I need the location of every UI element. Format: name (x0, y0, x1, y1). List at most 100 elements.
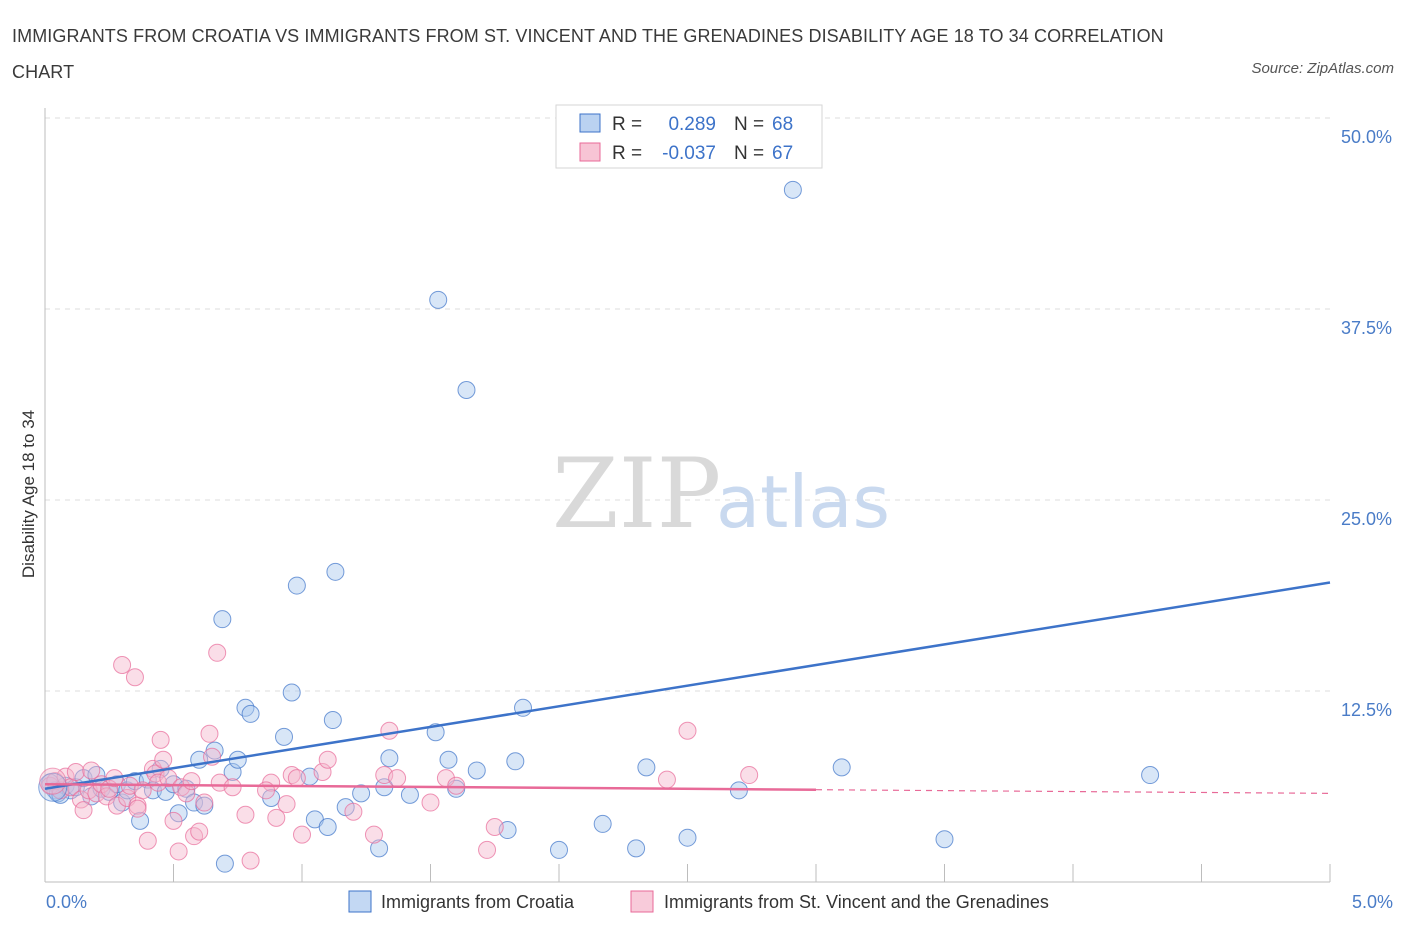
point-croatia (380, 749, 399, 768)
point-st-vincent (151, 730, 170, 749)
trend-lines (44, 581, 1331, 794)
correlation-legend: R = 0.289 N = 68 R = -0.037 N = 67 (555, 104, 823, 169)
point-croatia (323, 711, 342, 730)
series-legend: Immigrants from Croatia Immigrants from … (348, 890, 1049, 913)
point-st-vincent (478, 840, 497, 859)
point-st-vincent (421, 793, 440, 812)
legend-r-value: -0.037 (662, 143, 716, 164)
point-st-vincent (236, 805, 255, 824)
point-st-vincent (282, 766, 301, 785)
point-st-vincent (154, 750, 173, 769)
legend-entry-croatia: Immigrants from Croatia (381, 892, 575, 912)
point-st-vincent (190, 822, 209, 841)
point-croatia (439, 750, 458, 769)
tick-labels: 12.5% 25.0% 37.5% 50.0% 0.0% 5.0% (46, 127, 1393, 912)
point-st-vincent (447, 776, 466, 795)
legend-r-label: R = (612, 114, 642, 135)
y-tick-label: 12.5% (1341, 700, 1392, 720)
point-st-vincent (293, 825, 311, 844)
point-croatia (783, 180, 802, 199)
y-tick-label: 50.0% (1341, 127, 1392, 147)
point-st-vincent (172, 778, 191, 797)
point-st-vincent (277, 795, 296, 814)
watermark-atlas: atlas (716, 460, 890, 544)
point-st-vincent (208, 643, 227, 662)
legend-swatch-croatia (348, 890, 372, 913)
point-st-vincent (169, 842, 188, 861)
point-croatia (678, 828, 697, 847)
point-st-vincent (164, 811, 183, 830)
legend-swatch-st-vincent (579, 142, 601, 162)
point-st-vincent (364, 825, 383, 844)
point-st-vincent (241, 851, 260, 870)
point-st-vincent (149, 773, 168, 792)
point-st-vincent (200, 724, 219, 743)
trend-line-st-vincent (44, 782, 817, 791)
y-tick-label: 25.0% (1341, 509, 1392, 529)
point-croatia (400, 785, 419, 804)
point-croatia (935, 830, 954, 849)
point-st-vincent (74, 801, 93, 820)
point-croatia (637, 758, 656, 777)
point-st-vincent (287, 769, 306, 788)
point-croatia (241, 704, 260, 723)
point-st-vincent (182, 772, 201, 791)
legend-swatch-st-vincent (630, 890, 654, 913)
legend-r-label: R = (612, 143, 642, 164)
point-st-vincent (657, 770, 676, 789)
source-label: Source: ZipAtlas.com (1251, 60, 1394, 77)
point-croatia (236, 698, 255, 717)
x-tick-label: 0.0% (46, 892, 87, 912)
point-st-vincent (195, 793, 214, 812)
point-croatia (282, 683, 301, 702)
point-st-vincent (107, 796, 126, 815)
point-croatia (467, 761, 486, 780)
y-axis-label: Disability Age 18 to 34 (19, 410, 38, 578)
point-croatia (370, 839, 389, 858)
point-st-vincent (380, 721, 399, 740)
x-tick-label: 5.0% (1352, 892, 1393, 912)
point-st-vincent (740, 766, 759, 785)
y-tick-label: 37.5% (1341, 318, 1392, 338)
point-st-vincent (82, 761, 101, 780)
point-croatia (832, 758, 851, 777)
point-croatia (627, 839, 646, 858)
point-croatia (215, 854, 234, 873)
chart-title: IMMIGRANTS FROM CROATIA VS IMMIGRANTS FR… (12, 26, 1164, 82)
trend-line-st-vincent-dashed (815, 789, 1331, 794)
legend-n-label: N = (734, 114, 764, 135)
point-st-vincent (388, 769, 407, 788)
watermark: ZIP atlas (552, 438, 890, 550)
point-croatia (213, 610, 232, 629)
point-st-vincent (138, 831, 157, 850)
legend-entry-st-vincent: Immigrants from St. Vincent and the Gren… (664, 892, 1049, 912)
grid-lines (45, 117, 1330, 692)
legend-r-value: 0.289 (668, 114, 716, 135)
point-st-vincent (257, 781, 276, 800)
point-croatia (185, 793, 204, 812)
legend-swatch-croatia (579, 113, 601, 133)
point-croatia (457, 380, 476, 399)
point-st-vincent (267, 808, 286, 827)
point-croatia (287, 576, 306, 595)
point-croatia (429, 290, 448, 309)
point-st-vincent (39, 767, 67, 795)
point-croatia (1141, 766, 1160, 785)
point-st-vincent (125, 668, 144, 687)
point-st-vincent (128, 799, 147, 818)
point-st-vincent (678, 721, 697, 740)
watermark-zip: ZIP (552, 438, 721, 550)
axes (44, 108, 1331, 883)
legend-n-value: 68 (772, 114, 793, 135)
legend-n-value: 67 (772, 143, 793, 164)
point-st-vincent (318, 750, 337, 769)
point-st-vincent (71, 790, 90, 809)
point-croatia (506, 752, 525, 771)
point-croatia (318, 817, 337, 836)
point-st-vincent (113, 656, 132, 675)
point-st-vincent (223, 778, 242, 797)
point-croatia (326, 562, 345, 581)
point-croatia (352, 784, 371, 803)
point-st-vincent (485, 817, 504, 836)
